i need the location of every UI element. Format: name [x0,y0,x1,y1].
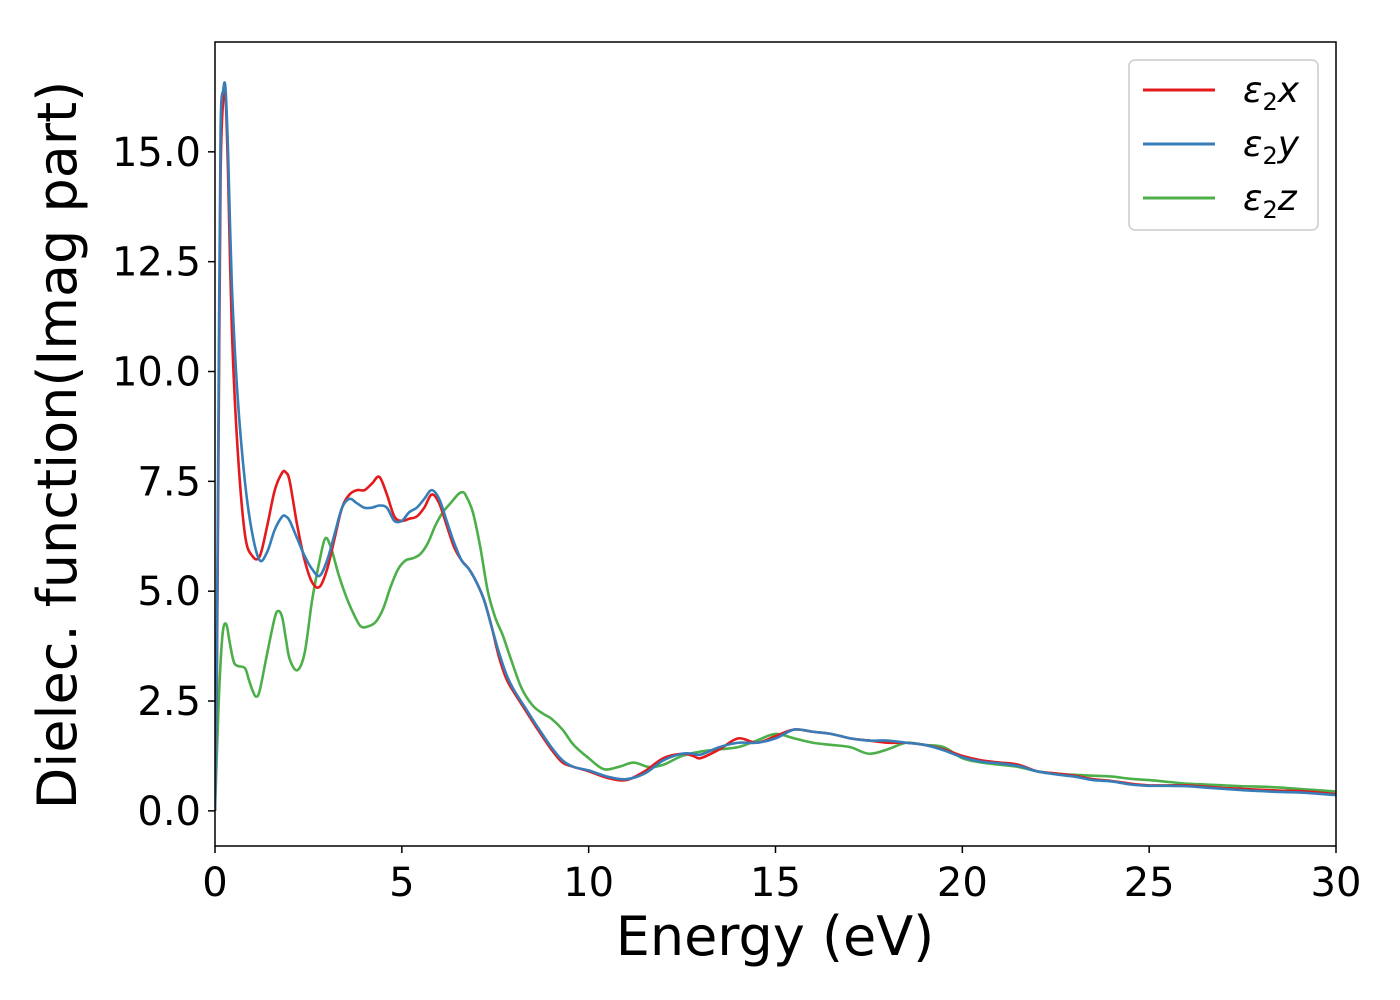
x-tick-label: 25 [1124,860,1175,906]
x-tick-label: 20 [937,860,988,906]
series-line-y [215,81,1336,811]
x-tick-label: 15 [750,860,801,906]
y-axis-title: Dielec. function(Imag part) [26,81,89,810]
x-axis-title: Energy (eV) [616,905,935,968]
y-axis: 0.0 2.5 5.0 7.5 10.0 12.5 15.0 [112,130,215,835]
legend-label-z: ε2z [1243,178,1298,224]
x-tick-label: 0 [202,860,227,906]
series-line-z [215,490,1336,811]
y-tick-label: 5.0 [137,569,201,615]
y-tick-label: 15.0 [112,130,201,176]
y-tick-label: 2.5 [137,679,201,725]
x-tick-label: 5 [389,860,414,906]
x-tick-label: 10 [563,860,614,906]
y-tick-label: 10.0 [112,350,201,396]
y-tick-label: 7.5 [137,459,201,505]
y-tick-label: 12.5 [112,240,201,286]
legend: ε2x ε2y ε2z [1128,59,1319,231]
legend-label-x: ε2x [1243,70,1300,116]
legend-label-y: ε2y [1243,124,1300,170]
y-tick-label: 0.0 [137,789,201,835]
legend-frame [1128,59,1319,231]
series-layer [215,81,1336,811]
x-axis: 0 5 10 15 20 25 30 [202,846,1361,906]
x-tick-label: 30 [1311,860,1362,906]
